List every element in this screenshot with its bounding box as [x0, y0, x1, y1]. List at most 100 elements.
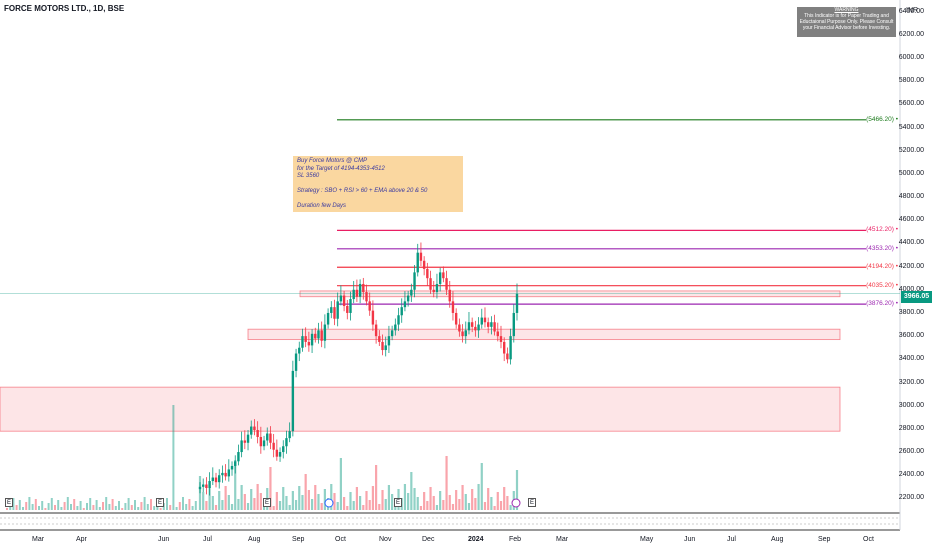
volume-bar: [89, 498, 92, 510]
volume-bar: [211, 496, 214, 510]
candle-body: [371, 310, 375, 325]
candle-body: [413, 272, 416, 290]
candle-body: [342, 295, 346, 306]
x-tick: Mar: [556, 536, 569, 543]
candle-body: [272, 442, 275, 450]
target-label-2: (4512.20) •: [866, 226, 898, 234]
candle-body: [512, 312, 515, 337]
volume-bar: [391, 494, 394, 510]
volume-bar: [66, 497, 69, 510]
candle-body: [349, 299, 352, 313]
earnings-marker[interactable]: E: [263, 498, 271, 507]
candle-body: [243, 440, 247, 443]
candle-body: [454, 312, 458, 325]
volume-bar: [237, 499, 240, 510]
volume-bar: [250, 489, 253, 510]
candle-body: [304, 336, 307, 342]
volume-bar: [362, 505, 365, 510]
candle-body: [403, 301, 407, 308]
volume-bar: [426, 501, 429, 510]
candle-body: [362, 283, 365, 293]
volume-bar: [191, 506, 194, 510]
candle-body: [483, 317, 487, 323]
volume-bar: [288, 505, 291, 510]
current-price-badge: 3966.05: [901, 291, 932, 303]
trade-note: Buy Force Motors @ CMP for the Target of…: [293, 156, 463, 212]
candle-body: [365, 292, 368, 302]
y-tick: 3000.00: [898, 401, 924, 409]
volume-bar: [387, 485, 391, 510]
earnings-marker[interactable]: E: [5, 498, 13, 507]
volume-bar: [146, 504, 149, 510]
volume-bar: [50, 498, 53, 510]
y-tick: 5000.00: [898, 169, 924, 177]
volume-bar: [178, 502, 181, 510]
y-tick: 5600.00: [898, 100, 924, 108]
target-label-1: (5466.20) •: [866, 115, 898, 123]
volume-bar: [57, 500, 60, 510]
volume-bar: [413, 488, 416, 510]
volume-bar: [137, 507, 140, 510]
y-tick: 5200.00: [898, 146, 924, 154]
volume-bar: [208, 487, 211, 510]
earnings-marker[interactable]: E: [156, 498, 164, 507]
y-tick: 2400.00: [898, 471, 924, 479]
y-tick: 4800.00: [898, 193, 924, 201]
volume-bar: [445, 456, 448, 510]
candle-body: [301, 336, 304, 348]
volume-bar: [82, 508, 85, 510]
candle-body: [390, 330, 394, 337]
currency-label[interactable]: INR: [906, 7, 919, 14]
volume-bar: [12, 498, 15, 510]
volume-bar: [98, 507, 101, 510]
volume-bar: [140, 502, 143, 510]
candle-body: [448, 289, 451, 302]
volume-bar: [205, 501, 208, 510]
target-label-5: (4035.20) •: [866, 281, 898, 289]
candle-body: [374, 324, 378, 337]
y-tick: 3600.00: [898, 332, 924, 340]
volume-bar: [291, 491, 294, 510]
earnings-marker[interactable]: E: [394, 498, 402, 507]
x-tick: Jun: [684, 536, 696, 543]
chart-title: FORCE MOTORS LTD., 1D, BSE: [4, 4, 125, 13]
volume-bar: [102, 502, 104, 510]
candle-body: [282, 446, 285, 453]
y-tick: 2800.00: [898, 424, 924, 432]
volume-bar: [38, 506, 40, 510]
volume-bar: [121, 508, 124, 510]
earnings-marker[interactable]: E: [528, 498, 536, 507]
volume-bar: [243, 494, 246, 510]
volume-bar: [166, 498, 168, 510]
candle-body: [410, 289, 413, 296]
candle-body: [237, 452, 240, 462]
volume-bar: [435, 505, 439, 510]
volume-bar: [333, 493, 336, 510]
y-tick: 4000.00: [898, 285, 924, 293]
candle-body: [496, 331, 499, 337]
volume-bar: [304, 474, 307, 510]
volume-bar: [349, 492, 352, 510]
volume-bar: [378, 504, 381, 510]
volume-bar: [73, 499, 76, 510]
volume-bar: [182, 497, 184, 510]
candle-body: [378, 336, 381, 342]
volume-bar: [159, 508, 162, 510]
volume-bar: [70, 504, 72, 510]
candle-body: [416, 252, 419, 273]
volume-bar: [224, 486, 227, 510]
volume-bar: [480, 463, 483, 510]
candle-body: [208, 481, 211, 488]
volume-bar: [221, 500, 224, 510]
volume-bar: [419, 506, 423, 510]
volume-bar: [278, 501, 282, 510]
volume-bar: [130, 505, 133, 510]
candle-body: [477, 324, 480, 331]
candle-body: [330, 307, 333, 313]
volume-bar: [365, 491, 368, 510]
y-tick: 4600.00: [898, 216, 924, 224]
candle-body: [253, 426, 256, 431]
volume-bar: [253, 498, 256, 510]
candle-body: [394, 324, 397, 331]
